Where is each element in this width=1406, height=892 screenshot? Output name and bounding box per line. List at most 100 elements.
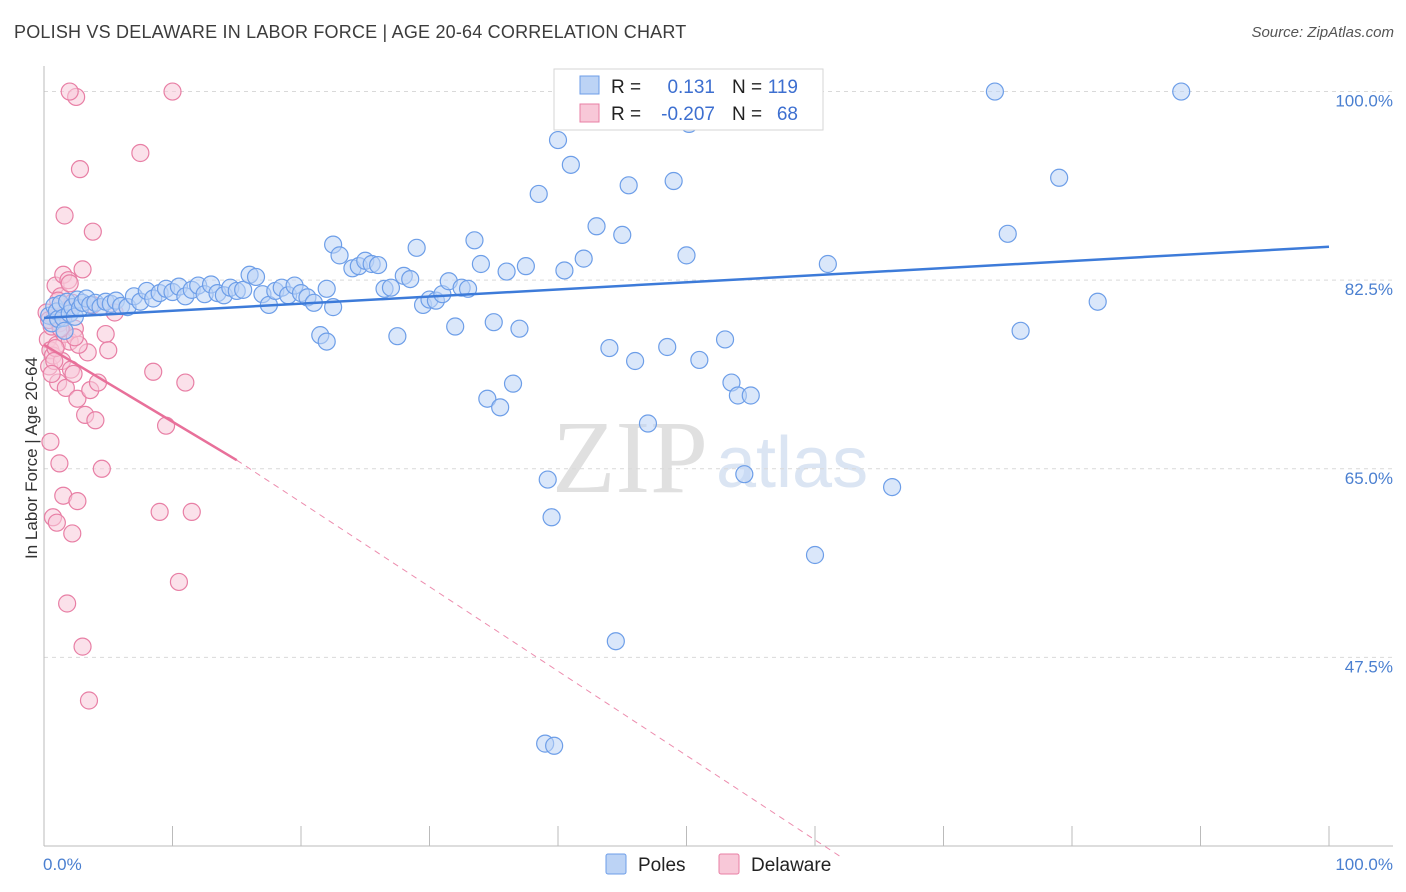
poles-point bbox=[638, 414, 658, 433]
delaware-point bbox=[64, 364, 83, 384]
x-tick-label-max: 100.0% bbox=[1335, 855, 1393, 874]
poles-point bbox=[606, 632, 625, 651]
delaware-point bbox=[73, 637, 92, 656]
poles-point bbox=[484, 313, 503, 332]
poles-point bbox=[497, 262, 516, 281]
source-attribution: Source: ZipAtlas.com bbox=[1251, 24, 1394, 41]
poles-point bbox=[545, 736, 564, 755]
poles-point bbox=[317, 332, 336, 351]
poles-point bbox=[538, 470, 557, 489]
poles-point bbox=[587, 217, 606, 236]
series-swatch-delaware bbox=[718, 853, 740, 875]
y-tick-label: 47.5% bbox=[1345, 657, 1393, 676]
legend-n-value-poles: 119 bbox=[768, 77, 798, 98]
poles-point bbox=[664, 171, 683, 191]
poles-point bbox=[1088, 292, 1107, 311]
poles-point bbox=[503, 374, 523, 393]
legend-swatch-poles bbox=[579, 75, 600, 95]
delaware-point bbox=[150, 502, 169, 521]
poles-point bbox=[516, 257, 535, 276]
x-tick-label-min: 0.0% bbox=[43, 855, 82, 874]
legend-r-value-poles: 0.131 bbox=[667, 77, 715, 98]
poles-point bbox=[381, 278, 401, 297]
delaware-point bbox=[70, 160, 90, 179]
delaware-point bbox=[60, 274, 79, 293]
delaware-point bbox=[50, 454, 69, 473]
delaware-point bbox=[68, 492, 87, 511]
poles-point bbox=[625, 351, 645, 371]
delaware-point bbox=[176, 373, 195, 392]
poles-point bbox=[600, 338, 619, 358]
poles-point bbox=[401, 269, 420, 289]
poles-point bbox=[1011, 321, 1030, 340]
y-axis-label: In Labor Force | Age 20-64 bbox=[22, 357, 41, 559]
delaware-point bbox=[182, 502, 201, 521]
legend-n-label-delaware: N = bbox=[732, 104, 762, 125]
grid-lines bbox=[44, 91, 1393, 658]
poles-point bbox=[465, 231, 484, 250]
legend-n-value-delaware: 68 bbox=[777, 104, 798, 125]
delaware-point bbox=[63, 524, 82, 543]
delaware-trend-extension bbox=[236, 459, 841, 858]
poles-point bbox=[818, 254, 837, 274]
y-tick-label: 65.0% bbox=[1345, 469, 1393, 488]
legend-n-label-poles: N = bbox=[732, 77, 762, 98]
delaware-point bbox=[92, 459, 111, 478]
poles-point bbox=[510, 319, 529, 338]
poles-point bbox=[246, 267, 266, 287]
delaware-point bbox=[41, 432, 60, 451]
poles-point bbox=[1050, 168, 1069, 187]
legend-swatch-delaware bbox=[579, 103, 600, 123]
y-tick-label: 82.5% bbox=[1345, 280, 1393, 299]
delaware-point bbox=[156, 416, 176, 435]
delaware-point bbox=[60, 82, 79, 101]
poles-point bbox=[882, 478, 902, 497]
poles-point bbox=[478, 389, 497, 408]
delaware-point bbox=[169, 572, 189, 592]
poles-point bbox=[471, 254, 490, 274]
poles-point bbox=[234, 280, 253, 299]
delaware-point bbox=[47, 513, 66, 532]
delaware-point bbox=[144, 362, 163, 381]
poles-point bbox=[985, 82, 1005, 101]
delaware-point bbox=[96, 324, 115, 344]
delaware-point bbox=[55, 206, 74, 225]
delaware-point bbox=[83, 222, 102, 241]
delaware-point bbox=[99, 341, 118, 360]
delaware-point bbox=[131, 143, 150, 163]
series-swatch-poles bbox=[605, 853, 627, 875]
watermark-zip: ZIP bbox=[552, 400, 708, 515]
legend-r-label-poles: R = bbox=[611, 77, 641, 98]
delaware-point bbox=[73, 260, 92, 279]
stats-legend: R = 0.131 N = 119 R = -0.207 N = 68 bbox=[553, 68, 824, 131]
poles-point bbox=[407, 238, 426, 257]
poles-point bbox=[574, 249, 593, 268]
poles-point bbox=[491, 398, 510, 417]
poles-point bbox=[542, 508, 561, 527]
poles-point bbox=[735, 465, 754, 484]
poles-point bbox=[805, 545, 825, 565]
delaware-points bbox=[37, 82, 201, 710]
axes bbox=[43, 66, 1393, 847]
delaware-point bbox=[68, 389, 87, 408]
poles-point bbox=[715, 330, 735, 349]
poles-points bbox=[40, 82, 1191, 755]
poles-point bbox=[741, 386, 760, 405]
delaware-trend-line bbox=[43, 343, 238, 462]
delaware-point bbox=[79, 691, 99, 710]
y-tick-label: 100.0% bbox=[1335, 92, 1393, 111]
poles-point bbox=[529, 184, 548, 204]
delaware-point bbox=[58, 594, 77, 613]
poles-point bbox=[561, 155, 580, 174]
watermark-atlas: atlas bbox=[716, 423, 868, 503]
poles-point bbox=[55, 321, 74, 340]
poles-point bbox=[330, 246, 349, 265]
poles-point bbox=[677, 246, 696, 265]
legend-r-value-delaware: -0.207 bbox=[661, 104, 715, 125]
delaware-point bbox=[56, 378, 75, 398]
poles-point bbox=[619, 176, 638, 195]
poles-point bbox=[690, 350, 709, 370]
poles-point bbox=[317, 279, 336, 298]
poles-point bbox=[548, 130, 568, 150]
